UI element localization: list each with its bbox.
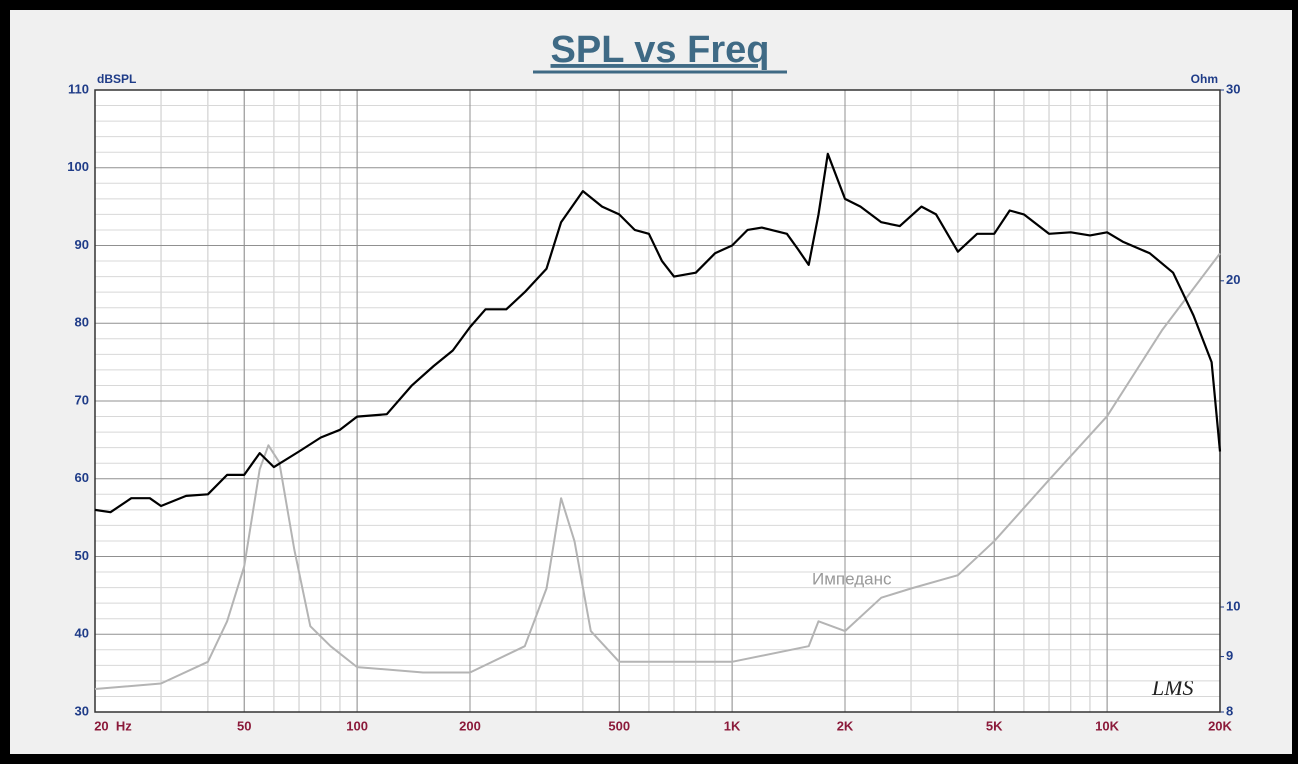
plot-border	[94, 89, 1221, 713]
chart-title: SPL vs Freq	[551, 29, 770, 71]
y2-tick-label: 30	[1226, 81, 1240, 96]
y2-tick-label: 8	[1226, 703, 1233, 718]
y-axis-label: dBSPL	[97, 72, 136, 86]
y2-tick-label: 9	[1226, 648, 1233, 663]
logo: LMS	[1151, 675, 1194, 700]
x-tick-label: 10K	[1095, 718, 1119, 733]
y-tick-label: 100	[67, 159, 89, 174]
x-tick-label: 200	[459, 718, 481, 733]
y-tick-label: 70	[75, 392, 89, 407]
y2-tick-label: 20	[1226, 272, 1240, 287]
x-tick-label: 50	[237, 718, 251, 733]
series-line	[94, 252, 1221, 690]
y-tick-label: 110	[68, 81, 89, 96]
y-tick-label: 90	[75, 237, 89, 252]
y-tick-label: 40	[75, 626, 89, 641]
y-tick-label: 60	[75, 470, 89, 485]
x-tick-label: 100	[346, 718, 368, 733]
x-tick-label: 20K	[1208, 718, 1232, 733]
y-tick-label: 30	[75, 703, 89, 718]
y-tick-label: 80	[75, 315, 89, 330]
x-tick-label: 1K	[724, 718, 741, 733]
y2-tick-label: 10	[1226, 598, 1240, 613]
x-tick-label: 20 Hz	[94, 718, 132, 733]
series-line	[94, 152, 1222, 514]
annotation: Импеданс	[812, 569, 892, 588]
y-tick-label: 50	[75, 548, 89, 563]
x-tick-label: 500	[608, 718, 630, 733]
y2-axis-label: Ohm	[1191, 72, 1218, 86]
x-tick-label: 5K	[986, 718, 1003, 733]
x-tick-label: 2K	[837, 718, 854, 733]
